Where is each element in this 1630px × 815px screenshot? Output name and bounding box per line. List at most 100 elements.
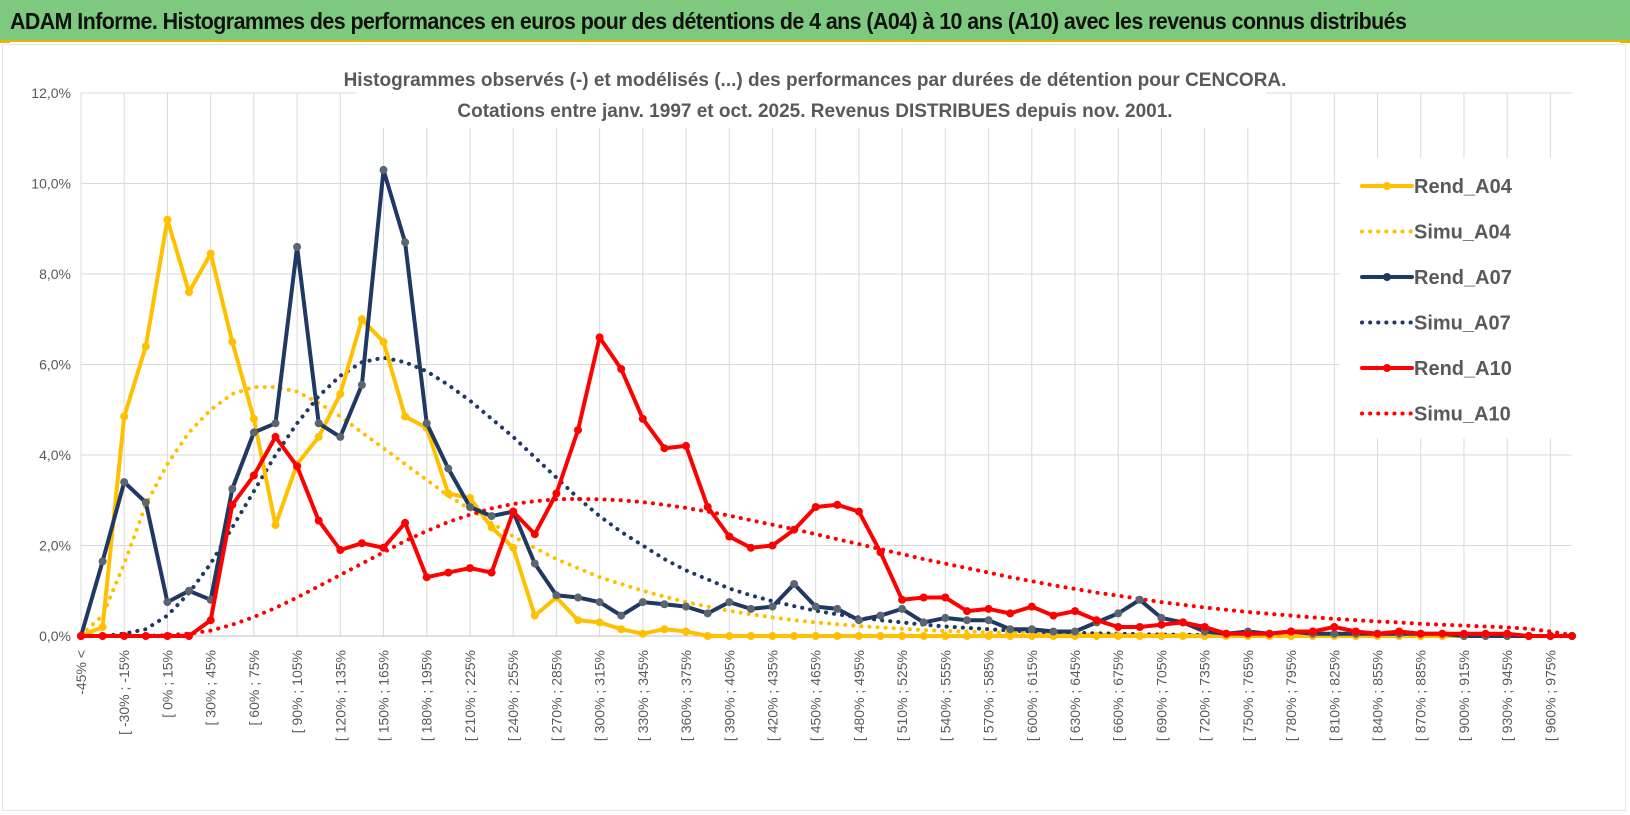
x-tick-label: [ 450% ; 465% (808, 650, 824, 741)
series-point-rend_a04 (530, 611, 539, 620)
chart-subtitle: Cotations entre janv. 1997 et oct. 2025.… (457, 101, 1172, 122)
series-point-rend_a04 (941, 632, 950, 640)
series-point-rend_a10 (1265, 629, 1274, 638)
y-tick-label: 10,0% (31, 176, 71, 192)
title-background (356, 58, 1266, 128)
x-tick-label: [ 780% ; 795% (1283, 650, 1299, 741)
x-tick-label: [ 0% ; 15% (159, 650, 175, 718)
series-point-rend_a07 (466, 503, 474, 511)
series-point-rend_a04 (228, 337, 237, 346)
series-point-rend_a07 (919, 618, 928, 627)
series-point-rend_a07 (984, 616, 993, 625)
series-point-rend_a07 (638, 598, 647, 607)
series-point-rend_a04 (185, 288, 193, 297)
x-tick-label: [ 330% ; 345% (635, 650, 651, 741)
series-line-rend_a10 (79, 335, 1574, 638)
series-point-rend_a10 (444, 568, 453, 577)
series-point-rend_a04 (487, 523, 496, 532)
series-point-rend_a10 (401, 518, 410, 527)
series-point-rend_a10 (271, 432, 280, 441)
series-point-rend_a07 (1006, 625, 1015, 634)
series-line-rend_a04 (79, 217, 1574, 638)
series-point-rend_a04 (509, 543, 518, 552)
series-line-rend_a07 (79, 167, 1574, 638)
series-point-rend_a04 (898, 632, 907, 640)
legend-label: Rend_A07 (1414, 267, 1512, 289)
series-point-rend_a10 (1416, 629, 1425, 638)
series-line-simu_a07 (79, 355, 1574, 638)
chart-title: Histogrammes observés (-) et modélisés (… (344, 70, 1287, 91)
series-point-rend_a10 (919, 593, 928, 602)
x-tick-label: [ 720% ; 735% (1197, 650, 1213, 741)
series-point-rend_a07 (682, 602, 690, 611)
y-tick-label: 8,0% (39, 266, 71, 282)
banner-corner-right (1620, 40, 1630, 43)
series-point-rend_a10 (314, 516, 323, 525)
x-tick-label: [ 480% ; 495% (851, 650, 867, 741)
series-point-rend_a10 (854, 507, 863, 516)
series-point-rend_a07 (854, 616, 863, 625)
series-point-rend_a04 (444, 489, 453, 498)
x-tick-label: [ -30% ; -15% (116, 650, 132, 735)
series-point-rend_a10 (422, 573, 431, 582)
series-point-rend_a07 (444, 464, 453, 473)
x-tick-label: [ 690% ; 705% (1153, 650, 1169, 741)
series-point-rend_a07 (530, 559, 539, 568)
series-point-rend_a04 (963, 632, 971, 640)
series-point-rend_a07 (422, 419, 431, 428)
series-point-rend_a04 (1179, 632, 1187, 640)
report-title: ADAM Informe. Histogrammes des performan… (10, 8, 1407, 34)
series-point-rend_a10 (1373, 629, 1382, 638)
y-axis: 0,0% 2,0% 4,0% 6,0% 8,0% 10,0% 12,0% (31, 85, 71, 644)
series-line-simu_a10 (79, 496, 1574, 638)
series-point-rend_a10 (228, 500, 237, 509)
series-point-rend_a10 (638, 414, 647, 423)
x-tick-label: [ 630% ; 645% (1067, 650, 1083, 741)
series-point-rend_a10 (833, 500, 842, 509)
series-point-rend_a10 (1308, 627, 1317, 636)
y-tick-label: 4,0% (39, 447, 71, 463)
x-tick-label: [ 60% ; 75% (246, 650, 262, 726)
series-point-rend_a10 (552, 489, 561, 498)
series-point-rend_a07 (811, 602, 820, 611)
x-tick-label: [ 180% ; 195% (419, 650, 435, 741)
series-point-rend_a10 (1438, 629, 1447, 638)
series-point-rend_a04 (120, 412, 129, 421)
series-point-rend_a07 (120, 478, 129, 487)
series-point-rend_a10 (357, 539, 366, 548)
series-point-rend_a10 (141, 632, 150, 640)
x-tick-label: [ 540% ; 555% (937, 650, 953, 741)
series-point-rend_a07 (98, 557, 107, 566)
series-point-rend_a10 (1243, 629, 1252, 638)
legend-label: Simu_A04 (1414, 222, 1512, 244)
y-tick-label: 0,0% (39, 628, 71, 644)
series-point-rend_a10 (574, 426, 582, 435)
series-point-rend_a10 (1351, 627, 1360, 636)
x-tick-label: [ 120% ; 135% (332, 650, 348, 741)
series-point-rend_a10 (98, 632, 107, 640)
x-tick-label: [ 600% ; 615% (1024, 650, 1040, 741)
series-point-rend_a07 (271, 419, 280, 428)
series-point-rend_a10 (768, 541, 777, 550)
series-point-rend_a10 (1027, 602, 1036, 611)
x-tick-label: [ 510% ; 525% (894, 650, 910, 741)
series-point-rend_a04 (660, 625, 669, 634)
legend-marker (1383, 364, 1391, 372)
series-point-rend_a10 (530, 530, 539, 539)
series-point-rend_a10 (293, 462, 302, 471)
x-tick-label: [ 660% ; 675% (1110, 650, 1126, 741)
series-point-rend_a10 (660, 444, 669, 453)
x-tick-label: [ 840% ; 855% (1370, 650, 1386, 741)
report-banner: ADAM Informe. Histogrammes des performan… (0, 0, 1630, 42)
series-point-rend_a04 (617, 625, 626, 634)
series-point-rend_a10 (1287, 627, 1296, 636)
series-point-rend_a04 (746, 632, 755, 640)
series-point-rend_a10 (1330, 623, 1339, 631)
x-tick-label: [ 210% ; 225% (462, 650, 478, 741)
series-point-rend_a04 (357, 315, 366, 324)
x-tick-label: [ 390% ; 405% (721, 650, 737, 741)
x-tick-label: [ 930% ; 945% (1499, 650, 1515, 741)
legend-marker (1383, 182, 1391, 190)
chart-frame (2, 44, 1626, 811)
x-axis: -45% < [ -30% ; -15% [ 0% ; 15% [ 30% ; 45%… (73, 635, 1572, 741)
